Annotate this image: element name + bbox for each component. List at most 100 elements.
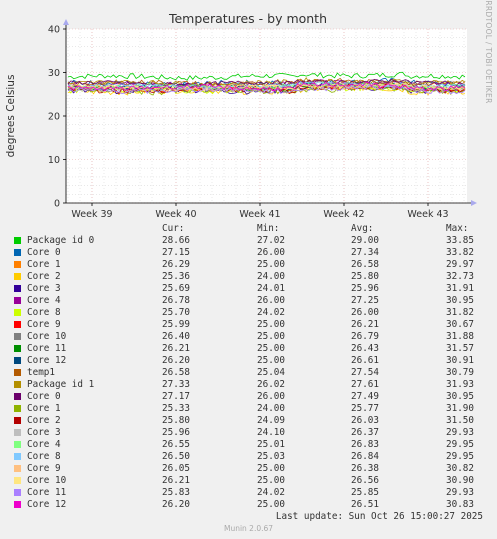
legend-cur-value: 25.33	[162, 403, 190, 414]
legend-cur-value: 26.29	[162, 259, 190, 270]
x-tick-label: Week 42	[323, 209, 364, 220]
legend-swatch	[14, 297, 21, 304]
legend-min-value: 26.00	[257, 247, 285, 258]
legend-max-value: 29.93	[446, 487, 474, 498]
y-axis-arrow	[63, 19, 69, 25]
y-tick-label: 20	[48, 112, 60, 123]
legend-avg-value: 25.77	[351, 403, 379, 414]
legend-min-value: 25.00	[257, 259, 285, 270]
legend-row: Core 0 27.15 26.00 27.34 33.82	[0, 247, 497, 259]
legend-row: Core 10 26.40 25.00 26.79 31.88	[0, 331, 497, 343]
legend-min-value: 25.00	[257, 355, 285, 366]
legend-series-name: Core 0	[27, 391, 61, 402]
legend-cur-value: 26.58	[162, 367, 190, 378]
legend-row: Core 8 25.70 24.02 26.00 31.82	[0, 307, 497, 319]
legend-avg-value: 26.61	[351, 355, 379, 366]
x-tick-label: Week 43	[407, 209, 448, 220]
legend-row: Package id 1 27.33 26.02 27.61 31.93	[0, 379, 497, 391]
legend-table: Cur: Min: Avg: Max: Package id 0 28.66 27.…	[0, 220, 497, 511]
legend-min-value: 25.00	[257, 331, 285, 342]
legend-swatch	[14, 273, 21, 280]
legend-row: Core 12 26.20 25.00 26.61 30.91	[0, 355, 497, 367]
legend-cur-value: 27.17	[162, 391, 190, 402]
legend-series-name: Core 8	[27, 307, 61, 318]
legend-avg-value: 27.54	[351, 367, 379, 378]
legend-min-value: 24.10	[257, 427, 285, 438]
legend-min-value: 26.02	[257, 379, 285, 390]
legend-row: Package id 0 28.66 27.02 29.00 33.85	[0, 235, 497, 247]
legend-series-name: temp1	[27, 367, 55, 378]
legend-avg-value: 26.43	[351, 343, 379, 354]
legend-series-name: Core 10	[27, 331, 67, 342]
legend-row: Core 2 25.80 24.09 26.03 31.50	[0, 415, 497, 427]
legend-row: Core 9 26.05 25.00 26.38 30.82	[0, 463, 497, 475]
legend-min-value: 24.01	[257, 283, 285, 294]
legend-swatch	[14, 369, 21, 376]
legend-avg-value: 26.03	[351, 415, 379, 426]
legend-max-value: 29.95	[446, 451, 474, 462]
legend-rows: Package id 0 28.66 27.02 29.00 33.85 Core 0 27…	[0, 235, 497, 511]
legend-min-value: 24.09	[257, 415, 285, 426]
legend-min-value: 27.02	[257, 235, 285, 246]
legend-cur-value: 26.21	[162, 475, 190, 486]
legend-series-name: Core 2	[27, 415, 61, 426]
legend-series-name: Core 10	[27, 475, 67, 486]
munin-version: Munin 2.0.67	[223, 524, 274, 533]
legend-row: Core 8 26.50 25.03 26.84 29.95	[0, 451, 497, 463]
legend-swatch	[14, 453, 21, 460]
legend-avg-value: 27.25	[351, 295, 379, 306]
legend-series-name: Core 1	[27, 259, 61, 270]
legend-row: temp1 26.58 25.04 27.54 30.79	[0, 367, 497, 379]
legend-cur-value: 26.55	[162, 439, 190, 450]
legend-min-value: 25.00	[257, 475, 285, 486]
legend-max-value: 31.57	[446, 343, 474, 354]
rrdtool-credit: RRDTOOL / TOBI OETIKER	[484, 0, 493, 103]
legend-swatch	[14, 405, 21, 412]
legend-min-value: 25.03	[257, 451, 285, 462]
legend-swatch	[14, 501, 21, 508]
legend-max-value: 29.95	[446, 439, 474, 450]
legend-swatch	[14, 393, 21, 400]
legend-cur-value: 26.50	[162, 451, 190, 462]
legend-series-name: Core 8	[27, 451, 61, 462]
legend-cur-value: 26.21	[162, 343, 190, 354]
series-line	[67, 71, 466, 81]
legend-cur-value: 25.70	[162, 307, 190, 318]
legend-series-name: Core 2	[27, 271, 61, 282]
legend-max-value: 32.73	[446, 271, 474, 282]
series-line	[67, 82, 466, 92]
legend-avg-value: 26.21	[351, 319, 379, 330]
legend-series-name: Core 4	[27, 295, 61, 306]
legend-min-value: 25.00	[257, 343, 285, 354]
legend-swatch	[14, 477, 21, 484]
legend-cur-value: 25.99	[162, 319, 190, 330]
legend-series-name: Core 1	[27, 403, 61, 414]
legend-row: Core 11 25.83 24.02 25.85 29.93	[0, 487, 497, 499]
y-tick-label: 10	[48, 155, 60, 166]
legend-cur-value: 25.83	[162, 487, 190, 498]
x-axis-arrow	[471, 200, 477, 206]
x-tick-label: Week 41	[239, 209, 280, 220]
legend-header: Cur: Min: Avg: Max:	[0, 223, 497, 235]
header-min: Min:	[257, 223, 280, 234]
legend-series-name: Core 11	[27, 343, 67, 354]
legend-row: Core 10 26.21 25.00 26.56 30.90	[0, 475, 497, 487]
legend-cur-value: 28.66	[162, 235, 190, 246]
legend-min-value: 25.04	[257, 367, 285, 378]
chart-title: Temperatures - by month	[168, 11, 327, 26]
legend-series-name: Core 11	[27, 487, 67, 498]
legend-avg-value: 26.83	[351, 439, 379, 450]
legend-avg-value: 29.00	[351, 235, 379, 246]
legend-row: Core 2 25.36 24.00 25.80 32.73	[0, 271, 497, 283]
legend-max-value: 31.50	[446, 415, 474, 426]
legend-min-value: 26.00	[257, 295, 285, 306]
legend-series-name: Package id 0	[27, 235, 95, 246]
legend-series-name: Core 9	[27, 463, 61, 474]
legend-series-name: Core 3	[27, 427, 61, 438]
legend-row: Core 1 26.29 25.00 26.58 29.97	[0, 259, 497, 271]
legend-series-name: Core 9	[27, 319, 61, 330]
legend-swatch	[14, 489, 21, 496]
legend-max-value: 30.67	[446, 319, 474, 330]
header-max: Max:	[446, 223, 469, 234]
legend-cur-value: 26.05	[162, 463, 190, 474]
